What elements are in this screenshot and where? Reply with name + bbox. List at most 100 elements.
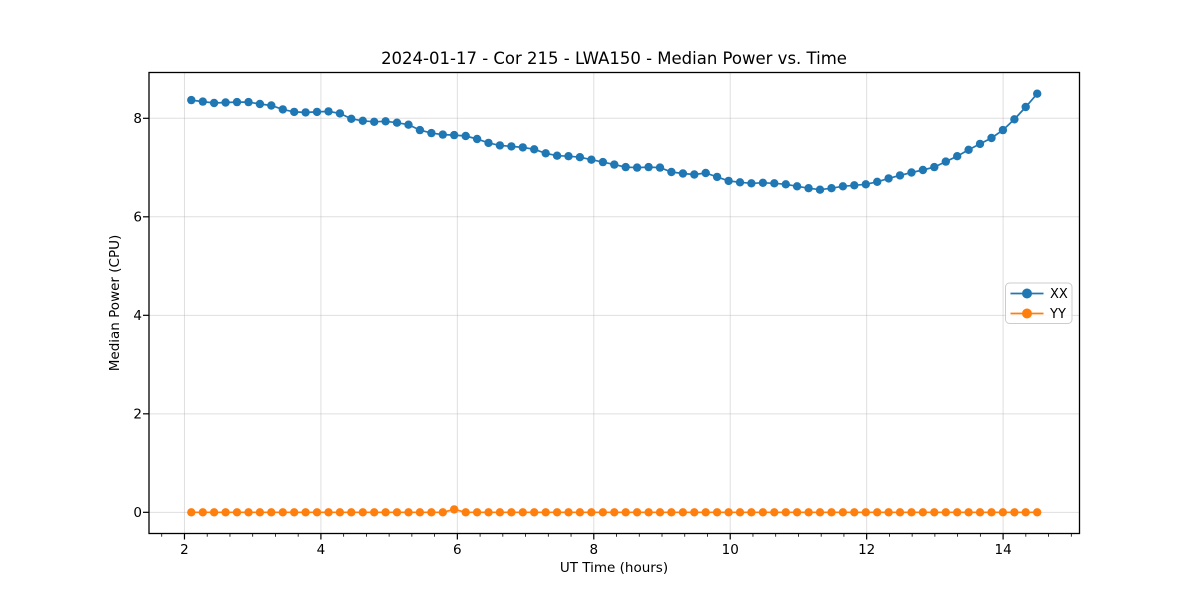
chart-title: 2024-01-17 - Cor 215 - LWA150 - Median P… [381,49,847,68]
data-point [187,508,196,517]
data-point [209,508,219,517]
data-point [621,162,630,172]
data-point [244,97,253,107]
data-point [232,508,242,517]
data-point [1033,89,1042,98]
data-point [850,181,859,190]
data-point [255,99,265,109]
data-point [724,508,733,517]
data-point [267,508,276,517]
data-point [450,505,459,514]
data-point [998,125,1008,135]
data-point [667,167,676,177]
data-point [861,180,870,189]
data-point [564,508,573,517]
data-point [941,157,950,166]
data-point [632,163,642,172]
data-point [724,176,733,186]
data-point [347,508,356,517]
data-point [792,508,802,517]
data-point [1033,508,1042,517]
data-point [895,508,905,517]
data-point [895,171,905,180]
axis-ticks: 2 4 6 8 10 12 14 0 2 4 6 8 [133,111,1072,558]
data-point [495,141,505,150]
data-point [438,130,447,139]
data-point [621,508,630,517]
data-point [930,162,939,172]
data-point [598,157,608,167]
data-point [964,145,973,154]
data-point [312,107,322,117]
data-point [381,508,390,517]
data-point [632,508,642,517]
data-point [244,508,253,517]
y-tick-label: 2 [133,406,142,422]
data-point [255,508,265,517]
data-point [827,184,836,193]
data-point [655,508,665,517]
data-point [667,508,676,517]
data-point [358,116,367,126]
data-point [918,165,928,175]
data-point [735,178,745,187]
x-tick-label: 8 [589,542,598,558]
data-point [518,143,527,152]
data-point [427,508,436,517]
data-point [884,508,893,517]
legend-item-xx: XX [1010,287,1068,302]
data-point [644,162,653,172]
x-tick-label: 10 [722,542,739,558]
data-point [324,508,333,517]
data-point [404,120,413,129]
data-point [552,508,562,517]
data-point [209,98,219,108]
data-point [1010,508,1019,517]
y-tick-label: 6 [133,209,142,225]
data-point [335,508,345,517]
data-point [530,508,539,517]
data-point [312,508,322,517]
data-point [598,508,608,517]
data-point [232,97,242,107]
data-point [472,134,482,144]
data-point [1021,508,1030,517]
data-point [690,508,699,517]
data-point [198,97,207,106]
data-point [770,508,779,517]
data-point [415,508,425,517]
data-point [587,155,596,164]
data-point [450,130,459,140]
grid-lines [149,72,1080,534]
data-point [335,109,345,118]
data-point [964,508,973,517]
data-point [712,508,722,517]
x-tick-label: 4 [317,542,326,558]
legend-label-xx: XX [1050,287,1068,302]
data-point [941,508,950,517]
data-point [541,149,550,158]
plot-border [148,71,1081,535]
data-point [518,508,527,517]
data-point [392,118,402,127]
data-point [770,179,779,188]
legend-item-yy: YY [1010,307,1066,322]
data-point [1010,115,1019,124]
data-point [781,180,790,189]
data-point [758,178,768,187]
x-tick-label: 14 [995,542,1012,558]
data-point [861,508,870,517]
data-point [370,508,379,517]
data-point [1021,102,1030,112]
legend-marker-yy [1022,308,1032,319]
data-point [610,160,619,169]
data-point [998,508,1008,517]
series-xx [187,89,1042,194]
data-point [792,182,802,191]
data-point [381,117,390,126]
data-point [975,139,985,149]
series-yy [187,505,1042,517]
data-point [278,105,287,114]
data-point [575,153,585,162]
